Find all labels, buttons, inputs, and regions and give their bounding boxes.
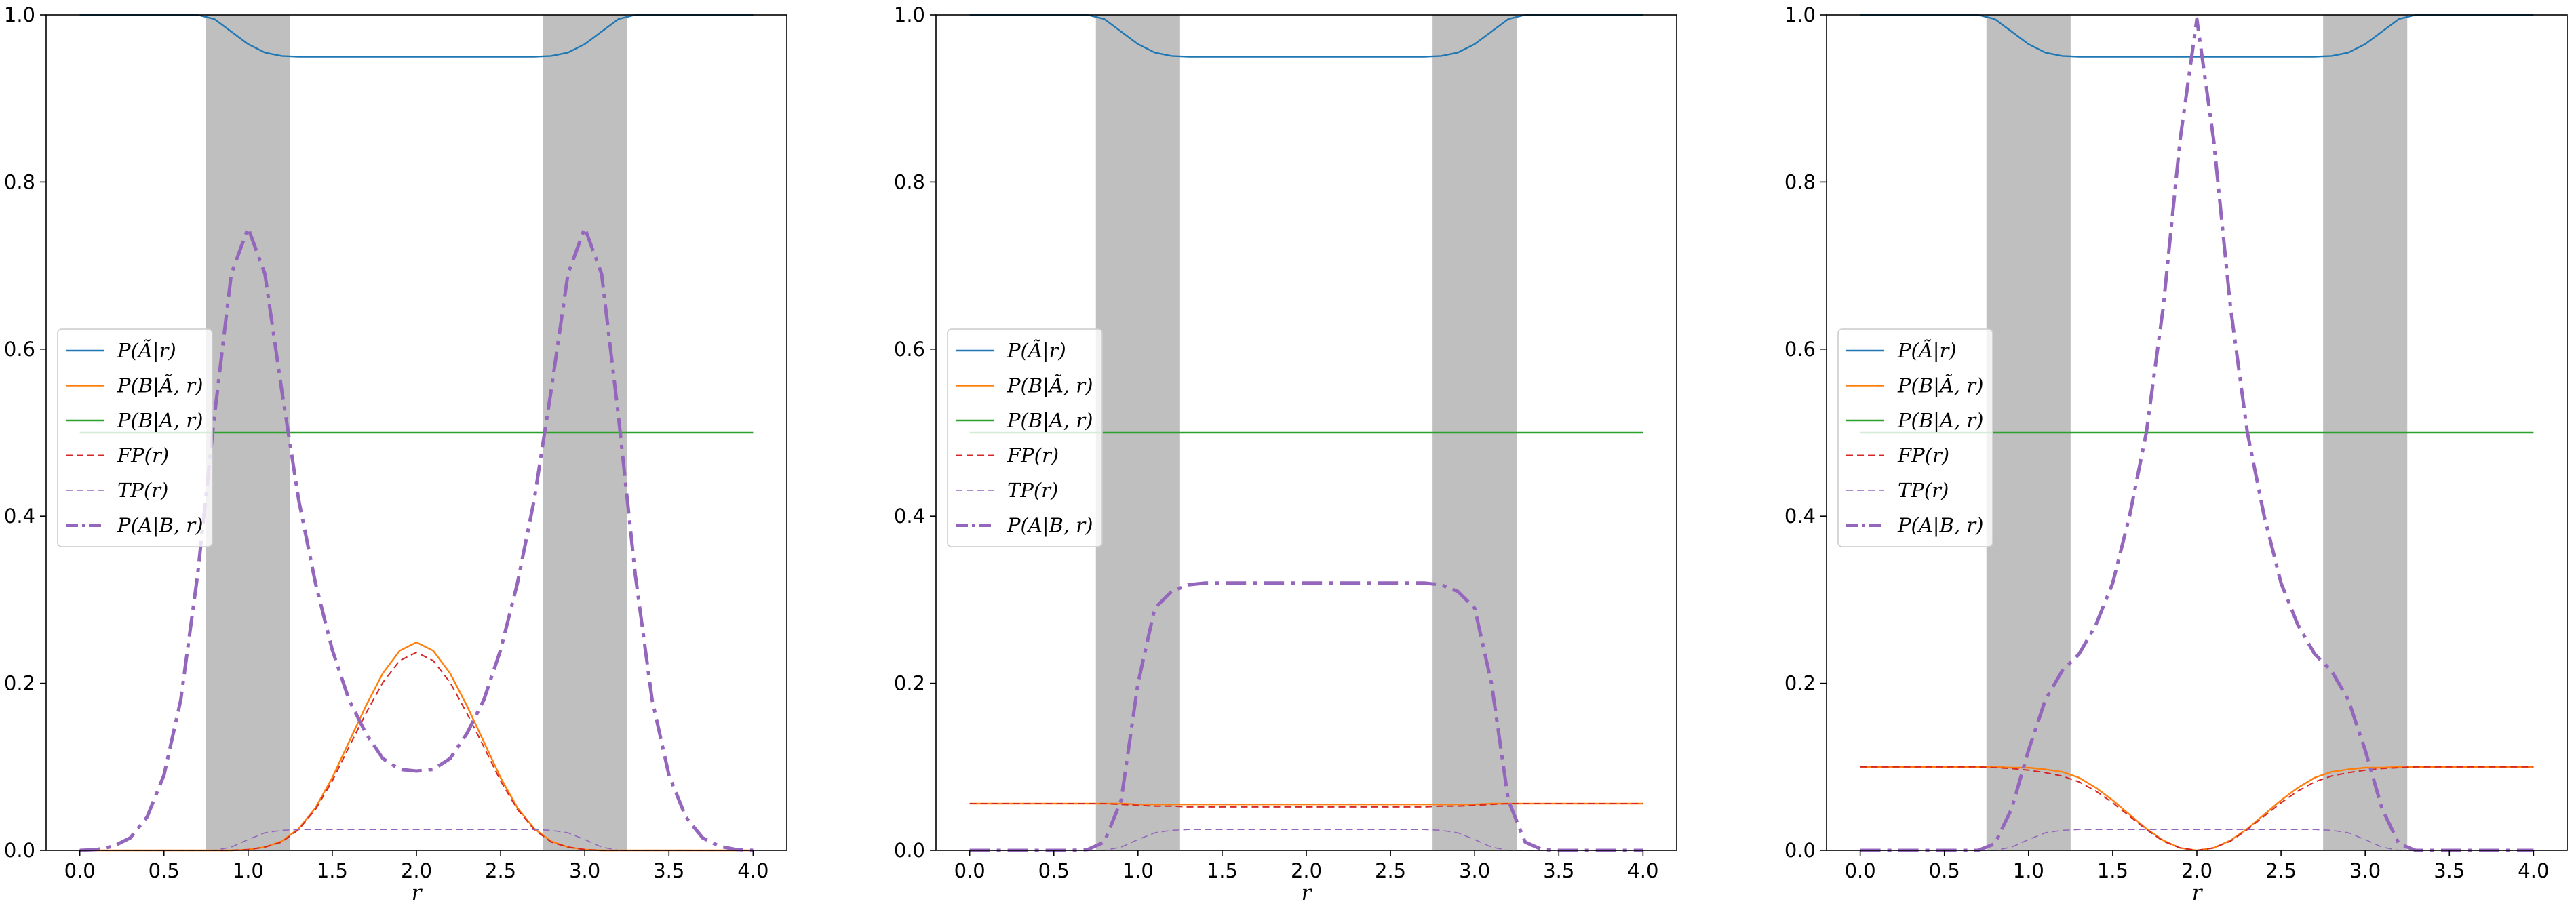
chart-panel-2: 0.0 0.5 1.0 1.5 2.0 2.5 3.0 3.5 4.0 0.0 0.2 0.4 0.6 0… bbox=[894, 3, 1677, 905]
y-tick-label: 0.8 bbox=[894, 170, 925, 193]
x-tick-label: 1.5 bbox=[2097, 859, 2128, 882]
x-tick-label: 3.0 bbox=[1459, 859, 1490, 882]
y-tick-label: 0.2 bbox=[894, 672, 925, 695]
legend-label: P(A|B, r) bbox=[1897, 514, 1983, 537]
series-line-2 bbox=[79, 642, 754, 852]
x-tick-label: 1.5 bbox=[1207, 859, 1238, 882]
y-tick-label: 0.2 bbox=[4, 672, 35, 695]
x-tick-label: 3.5 bbox=[2434, 859, 2465, 882]
legend-label: FP(r) bbox=[1897, 444, 1949, 467]
series-line-5 bbox=[1860, 829, 2534, 851]
y-tick-label: 0.0 bbox=[894, 839, 925, 862]
x-tick-label: 3.0 bbox=[2349, 859, 2381, 882]
y-tick-label: 0.6 bbox=[894, 338, 925, 361]
y-tick-label: 0.2 bbox=[1784, 672, 1816, 695]
legend-label: P(B|A, r) bbox=[117, 409, 203, 432]
legend-label: FP(r) bbox=[1007, 444, 1059, 467]
series-line-1 bbox=[969, 14, 1643, 58]
legend-label: P(Ã|r) bbox=[117, 338, 176, 362]
legend-label: P(B|Ã, r) bbox=[1007, 374, 1093, 397]
x-tick-label: 0.0 bbox=[1845, 859, 1876, 882]
legend-label: P(A|B, r) bbox=[117, 514, 203, 537]
legend-label: P(B|A, r) bbox=[1007, 409, 1093, 432]
series-line-1 bbox=[79, 14, 754, 58]
legend-label: TP(r) bbox=[117, 479, 168, 502]
legend-box bbox=[57, 328, 213, 547]
x-tick-label: 2.0 bbox=[401, 859, 432, 882]
x-tick-label: 4.0 bbox=[1627, 859, 1658, 882]
legend: P(Ã|r) P(B|Ã, r) P(B|A, r) FP(r) TP(r) P(A|B,… bbox=[947, 328, 1103, 547]
x-axis-label: r bbox=[2192, 881, 2204, 905]
x-tick-label: 4.0 bbox=[737, 859, 768, 882]
y-tick-label: 0.4 bbox=[1784, 505, 1816, 528]
x-tick-label: 3.5 bbox=[653, 859, 684, 882]
x-axis-label: r bbox=[1302, 881, 1313, 905]
x-tick-label: 0.5 bbox=[1038, 859, 1070, 882]
y-tick-label: 0.4 bbox=[4, 505, 35, 528]
series-line-6 bbox=[969, 581, 1643, 852]
y-tick-label: 1.0 bbox=[4, 3, 35, 26]
series-line-2 bbox=[1860, 766, 2534, 852]
x-tick-label: 2.5 bbox=[2265, 859, 2297, 882]
x-tick-label: 3.5 bbox=[1543, 859, 1574, 882]
x-tick-label: 2.5 bbox=[1375, 859, 1406, 882]
chart-panel-1: 0.0 0.5 1.0 1.5 2.0 2.5 3.0 3.5 4.0 0.0 0.2 0.4 0.6 0… bbox=[4, 3, 787, 905]
x-tick-label: 0.5 bbox=[149, 859, 180, 882]
x-tick-label: 1.0 bbox=[2013, 859, 2044, 882]
series-line-4 bbox=[1860, 766, 2534, 851]
x-tick-label: 1.0 bbox=[1123, 859, 1154, 882]
x-tick-label: 2.0 bbox=[2181, 859, 2212, 882]
x-tick-label: 0.0 bbox=[954, 859, 985, 882]
y-tick-label: 0.6 bbox=[4, 338, 35, 361]
y-tick-label: 0.0 bbox=[1784, 839, 1816, 862]
legend-label: FP(r) bbox=[117, 444, 169, 467]
legend: P(Ã|r) P(B|Ã, r) P(B|A, r) FP(r) TP(r) P(A|B,… bbox=[57, 328, 213, 547]
x-tick-label: 2.5 bbox=[485, 859, 516, 882]
x-tick-label: 0.5 bbox=[1929, 859, 1960, 882]
legend-label: TP(r) bbox=[1898, 479, 1949, 502]
x-tick-label: 0.0 bbox=[64, 859, 96, 882]
x-tick-label: 1.0 bbox=[233, 859, 264, 882]
legend-box bbox=[947, 328, 1103, 547]
legend-label: P(A|B, r) bbox=[1007, 514, 1093, 537]
legend-label: P(B|Ã, r) bbox=[117, 374, 203, 397]
y-tick-label: 0.8 bbox=[4, 170, 35, 193]
legend-label: P(Ã|r) bbox=[1897, 338, 1957, 362]
chart-panel-3: 0.0 0.5 1.0 1.5 2.0 2.5 3.0 3.5 4.0 0.0 0.2 0.4 0.6 0… bbox=[1784, 3, 2568, 905]
y-tick-label: 0.8 bbox=[1784, 170, 1816, 193]
series-line-4 bbox=[79, 652, 754, 851]
series-line-5 bbox=[969, 829, 1643, 851]
y-tick-label: 1.0 bbox=[894, 3, 925, 26]
legend-label: P(B|Ã, r) bbox=[1897, 374, 1983, 397]
legend-label: P(Ã|r) bbox=[1007, 338, 1066, 362]
x-tick-label: 2.0 bbox=[1291, 859, 1322, 882]
legend-label: TP(r) bbox=[1007, 479, 1058, 502]
series-line-5 bbox=[79, 829, 754, 851]
series-line-6 bbox=[79, 226, 754, 852]
y-tick-label: 0.6 bbox=[1784, 338, 1816, 361]
legend: P(Ã|r) P(B|Ã, r) P(B|A, r) FP(r) TP(r) P(A|B,… bbox=[1837, 328, 1993, 547]
x-tick-label: 3.0 bbox=[569, 859, 600, 882]
y-tick-label: 0.0 bbox=[4, 839, 35, 862]
x-tick-label: 4.0 bbox=[2518, 859, 2549, 882]
y-tick-label: 1.0 bbox=[1784, 3, 1816, 26]
x-tick-label: 1.5 bbox=[317, 859, 348, 882]
x-axis-label: r bbox=[412, 881, 423, 905]
y-tick-label: 0.4 bbox=[894, 505, 925, 528]
legend-box bbox=[1837, 328, 1993, 547]
series-line-4 bbox=[969, 803, 1643, 808]
legend-label: P(B|A, r) bbox=[1897, 409, 1983, 432]
